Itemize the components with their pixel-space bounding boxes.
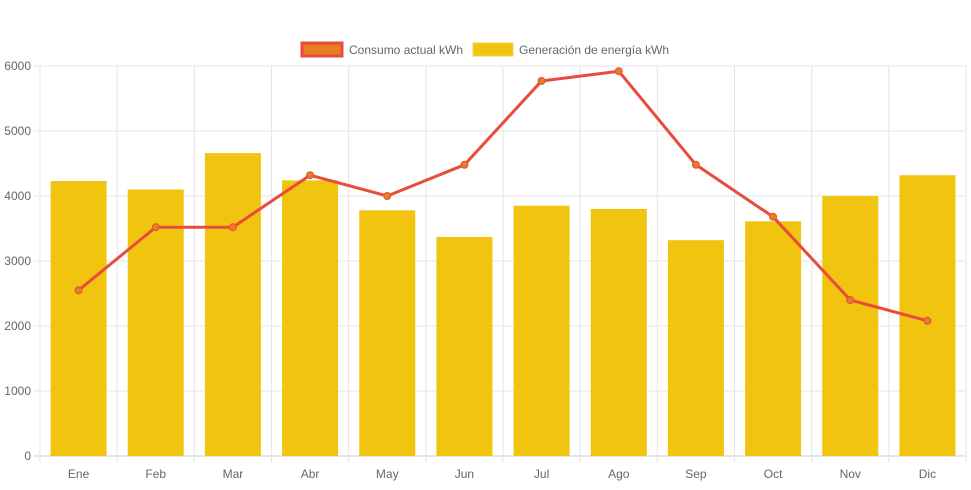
x-tick-label: Oct: [764, 467, 783, 481]
bar: [282, 180, 339, 456]
y-tick-label: 6000: [4, 59, 31, 73]
x-tick-label: Dic: [919, 467, 936, 481]
bar: [127, 189, 184, 456]
legend: Consumo actual kWh Generación de energía…: [300, 41, 669, 58]
y-tick-label: 2000: [4, 319, 31, 333]
bar: [359, 210, 416, 456]
y-tick-label: 1000: [4, 384, 31, 398]
bars: [50, 153, 956, 457]
line-point: [460, 160, 469, 169]
y-tick-label: 3000: [4, 254, 31, 268]
line-point: [151, 223, 160, 232]
legend-swatch-consumo[interactable]: [300, 41, 344, 58]
x-tick-label: Sep: [685, 467, 707, 481]
line-point: [537, 76, 546, 85]
bar: [513, 205, 570, 456]
x-tick-label: Jul: [534, 467, 549, 481]
x-tick-label: Feb: [145, 467, 166, 481]
x-tick-label: Abr: [301, 467, 320, 481]
legend-swatch-generacion[interactable]: [472, 42, 514, 57]
x-tick-label: May: [376, 467, 399, 481]
y-tick-label: 4000: [4, 189, 31, 203]
bar: [204, 153, 261, 456]
line-point: [691, 160, 700, 169]
grid: [34, 65, 967, 462]
bar: [436, 236, 493, 456]
line-point: [846, 296, 855, 304]
legend-label-generacion[interactable]: Generación de energía kWh: [519, 43, 669, 57]
x-axis: Ene Feb Mar Abr May Jun Jul Ago Sep Oct Nov Dic: [68, 467, 936, 481]
line-point: [306, 171, 315, 180]
x-tick-label: Ago: [608, 467, 630, 481]
bar: [745, 221, 802, 456]
y-tick-label: 5000: [4, 124, 31, 138]
x-tick-label: Jun: [455, 467, 474, 481]
legend-label-consumo[interactable]: Consumo actual kWh: [349, 43, 463, 57]
line: [74, 67, 932, 325]
line-point: [923, 316, 932, 325]
line-point: [614, 67, 623, 76]
line-point: [383, 192, 392, 200]
y-axis: 0 1000 2000 3000 4000 5000 6000: [4, 59, 31, 463]
bar: [822, 196, 879, 456]
bar: [50, 181, 107, 457]
x-tick-label: Ene: [68, 467, 90, 481]
x-tick-label: Nov: [840, 467, 861, 481]
x-tick-label: Mar: [223, 467, 244, 481]
line-point: [769, 212, 778, 221]
bar: [667, 240, 724, 456]
y-tick-label: 0: [24, 449, 31, 463]
line-point: [228, 223, 237, 232]
bar: [590, 209, 647, 456]
series-line: [77, 69, 928, 323]
line-point: [74, 286, 83, 295]
